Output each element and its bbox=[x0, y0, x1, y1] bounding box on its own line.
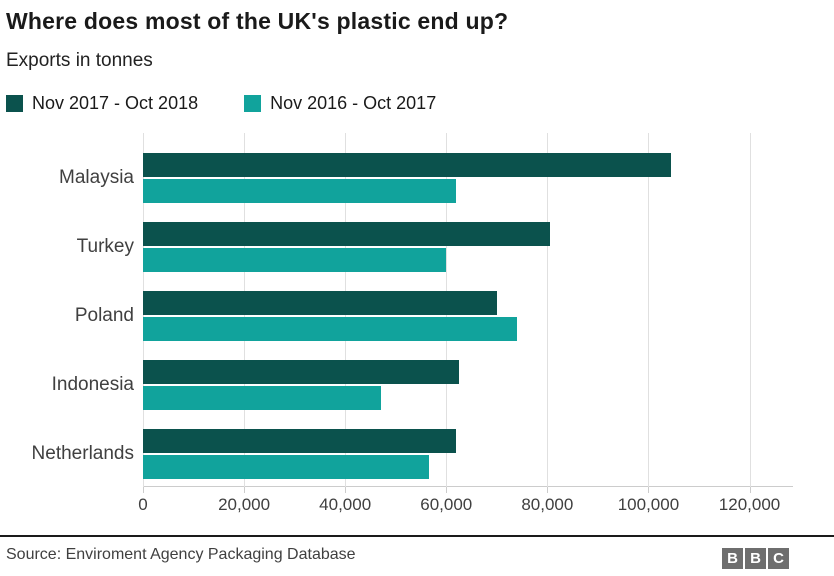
axis-tick-mark bbox=[749, 487, 751, 493]
axis-tick-mark bbox=[648, 487, 650, 493]
x-tick-label: 120,000 bbox=[718, 495, 781, 514]
bbc-logo-letter: B bbox=[745, 548, 766, 569]
legend-item: Nov 2017 - Oct 2018 bbox=[6, 93, 198, 114]
source-attribution: Source: Enviroment Agency Packaging Data… bbox=[6, 546, 356, 563]
bar-malaysia-series-1 bbox=[143, 153, 672, 177]
axis-tick-mark bbox=[345, 487, 347, 493]
bar-indonesia-series-2 bbox=[143, 386, 381, 410]
x-axis-line bbox=[143, 486, 793, 487]
page-title: Where does most of the UK's plastic end … bbox=[6, 8, 509, 34]
bar-chart: Malaysia Turkey Poland Indonesia Netherlands… bbox=[0, 133, 834, 525]
legend-swatch-icon bbox=[244, 95, 262, 112]
bar-poland-series-1 bbox=[143, 291, 497, 315]
page-subtitle: Exports in tonnes bbox=[6, 50, 153, 71]
x-tick-label: 40,000 bbox=[319, 495, 372, 514]
footer-divider bbox=[0, 535, 834, 537]
x-tick-label: 100,000 bbox=[617, 495, 680, 514]
gridline bbox=[547, 133, 549, 487]
x-tick-label: 60,000 bbox=[420, 495, 473, 514]
category-label: Malaysia bbox=[59, 167, 134, 188]
bar-netherlands-series-2 bbox=[143, 455, 429, 479]
bar-poland-series-2 bbox=[143, 317, 518, 341]
axis-tick-mark bbox=[143, 487, 144, 493]
legend-swatch-icon bbox=[6, 95, 23, 112]
gridline bbox=[749, 133, 751, 487]
legend-label: Nov 2016 - Oct 2017 bbox=[270, 93, 437, 113]
chart-legend: Nov 2017 - Oct 2018 Nov 2016 - Oct 2017 bbox=[6, 93, 436, 114]
category-label: Poland bbox=[74, 305, 134, 326]
bar-malaysia-series-2 bbox=[143, 179, 457, 203]
category-label: Indonesia bbox=[51, 374, 134, 395]
axis-tick-mark bbox=[244, 487, 246, 493]
bar-netherlands-series-1 bbox=[143, 429, 457, 453]
x-tick-label: 20,000 bbox=[218, 495, 271, 514]
bar-turkey-series-1 bbox=[143, 222, 550, 246]
axis-tick-mark bbox=[446, 487, 448, 493]
bar-turkey-series-2 bbox=[143, 248, 447, 272]
bbc-logo-letter: B bbox=[722, 548, 743, 569]
bar-indonesia-series-1 bbox=[143, 360, 459, 384]
axis-tick-mark bbox=[547, 487, 549, 493]
x-tick-label: 80,000 bbox=[521, 495, 574, 514]
x-axis-tick-labels: 0 20,000 40,000 60,000 80,000 100,000 120,000 bbox=[138, 495, 793, 519]
plot-area bbox=[143, 133, 793, 493]
legend-item: Nov 2016 - Oct 2017 bbox=[244, 93, 436, 114]
bbc-logo-letter: C bbox=[768, 548, 789, 569]
category-label: Turkey bbox=[76, 236, 134, 257]
x-tick-label: 0 bbox=[138, 495, 148, 514]
category-axis: Malaysia Turkey Poland Indonesia Netherlands bbox=[0, 133, 134, 487]
category-label: Netherlands bbox=[31, 443, 134, 464]
gridline bbox=[648, 133, 650, 487]
legend-label: Nov 2017 - Oct 2018 bbox=[32, 93, 199, 113]
